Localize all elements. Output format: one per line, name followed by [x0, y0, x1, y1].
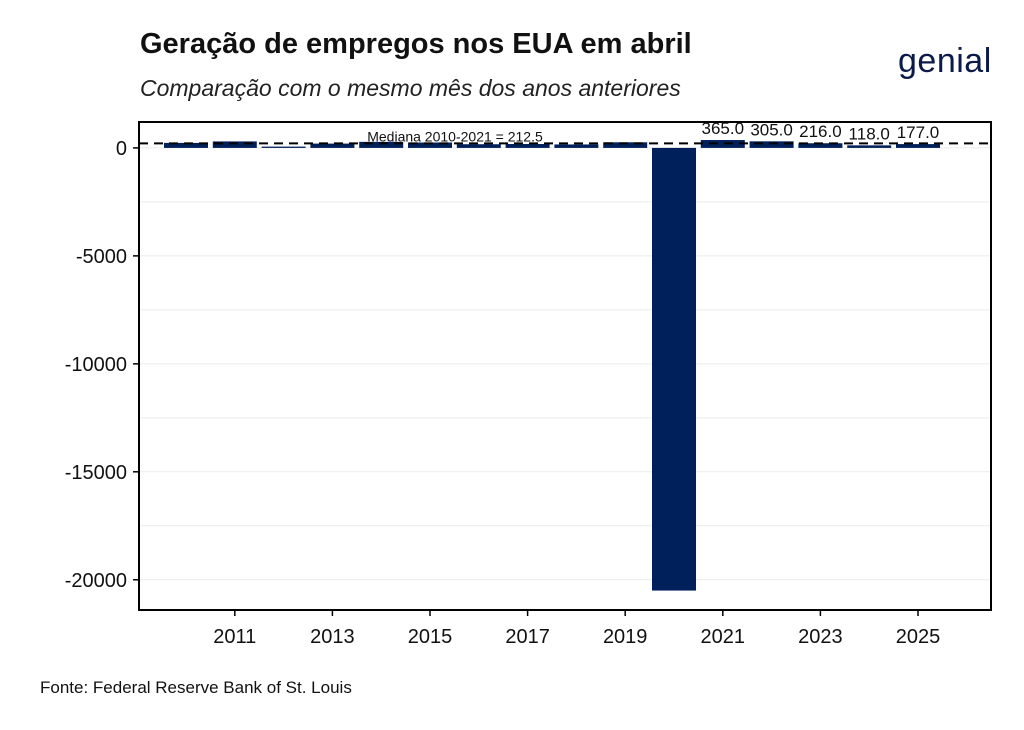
x-tick-label: 2025: [896, 626, 941, 648]
bar-2013: [310, 143, 355, 148]
x-tick-label: 2023: [798, 626, 843, 648]
bar-2023: [798, 143, 843, 148]
y-tick-label: -5000: [76, 246, 127, 268]
y-tick-label: 0: [116, 138, 127, 160]
axes: 0 -5000 -10000 -15000 -20000 2011 2013 2015 2017…: [65, 138, 941, 648]
y-tick-label: -10000: [65, 354, 127, 376]
x-tick-label: 2017: [505, 626, 550, 648]
data-labels: 365.0 305.0 216.0 118.0 177.0: [702, 119, 940, 143]
chart-title: Geração de empregos nos EUA em abril: [140, 28, 692, 60]
source-note: Fonte: Federal Reserve Bank of St. Louis: [40, 678, 352, 697]
x-tick-label: 2013: [310, 626, 355, 648]
bar-2015: [408, 142, 452, 148]
bar-2016: [456, 144, 501, 148]
bar-2025: [896, 144, 940, 148]
bar-2020: [652, 147, 696, 591]
y-tick-label: -20000: [65, 570, 127, 592]
data-label-2021: 365.0: [702, 119, 745, 138]
x-tick-label: 2019: [603, 626, 648, 648]
chart-subtitle: Comparação com o mesmo mês dos anos ante…: [140, 75, 681, 101]
bar-2010: [164, 142, 208, 148]
bar-2014: [359, 141, 404, 148]
median-line-group: Mediana 2010-2021 = 212.5: [139, 128, 991, 145]
bar-2021: [700, 140, 745, 148]
data-label-2024: 118.0: [849, 124, 890, 143]
bar-2012: [261, 146, 306, 148]
bar-2024: [847, 145, 892, 148]
bar-2017: [505, 144, 550, 148]
data-label-2022: 305.0: [750, 120, 793, 139]
x-tick-label: 2011: [213, 626, 256, 648]
data-label-2025: 177.0: [897, 123, 940, 142]
data-label-2023: 216.0: [799, 122, 842, 141]
gridlines: [139, 147, 991, 581]
x-tick-label: 2021: [701, 626, 746, 648]
bar-2018: [554, 144, 599, 148]
x-tick-label: 2015: [408, 626, 453, 648]
bars: [164, 140, 940, 591]
bar-2019: [603, 142, 648, 148]
median-label: Mediana 2010-2021 = 212.5: [367, 128, 543, 144]
y-tick-label: -15000: [65, 462, 127, 484]
bar-2011: [212, 141, 257, 148]
brand-logo: genial: [898, 42, 992, 80]
plot-frame: [138, 121, 992, 611]
bar-2022: [749, 141, 794, 148]
